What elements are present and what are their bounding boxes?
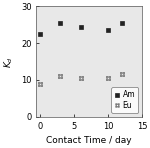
Eu <box>39 83 41 85</box>
Eu <box>107 77 109 79</box>
Am <box>39 33 41 35</box>
Legend: Am, Eu: Am, Eu <box>111 87 138 113</box>
Y-axis label: $K_d$: $K_d$ <box>3 56 15 67</box>
Am <box>107 29 109 31</box>
Line: Eu: Eu <box>37 72 124 86</box>
Line: Am: Am <box>37 20 124 36</box>
Am <box>59 22 61 24</box>
Eu <box>59 75 61 77</box>
Am <box>121 22 122 24</box>
Am <box>80 26 82 27</box>
Eu <box>121 74 122 75</box>
X-axis label: Contact Time / day: Contact Time / day <box>46 136 132 145</box>
Eu <box>80 77 82 79</box>
